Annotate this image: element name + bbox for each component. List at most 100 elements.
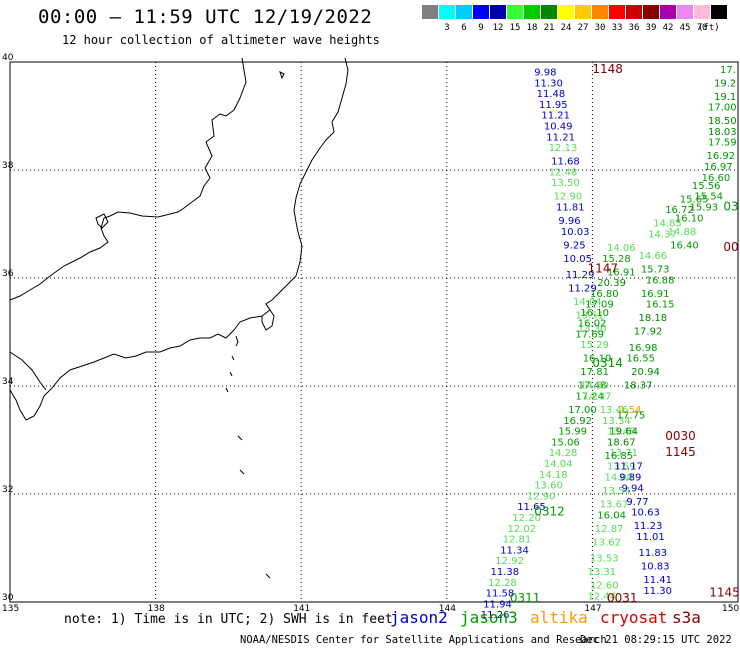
wave-height-value: 16.92 <box>563 416 592 427</box>
scale-swatch <box>507 5 523 19</box>
scale-swatch <box>422 5 438 19</box>
track-time-label: 1148 <box>592 62 623 76</box>
wave-height-value: 11.01 <box>636 532 665 543</box>
scale-swatch <box>643 5 659 19</box>
scale-label: 21 <box>543 23 555 33</box>
coastline <box>9 57 349 579</box>
wave-height-value: 11.68 <box>551 157 580 168</box>
coastline-boso-peninsula <box>261 303 275 331</box>
wave-height-value: 14.28 <box>549 448 578 459</box>
wave-height-value: 11.17 <box>614 462 643 473</box>
scale-label: 27 <box>577 23 589 33</box>
wave-height-value: 16.15 <box>646 300 675 311</box>
wave-height-value: 12.28 <box>488 578 517 589</box>
wave-height-value: 17.24 <box>575 392 604 403</box>
wave-height-value: 16.88 <box>646 275 675 286</box>
wave-height-value: 16.55 <box>626 354 655 365</box>
wave-height-value: 11.29 <box>566 270 595 281</box>
wave-height-value: 13.31 <box>588 567 617 578</box>
track-time-label: 0314 <box>592 356 623 370</box>
wave-height-labels: 9.9811.3011.4811.9511.2110.4911.2112.131… <box>481 62 740 621</box>
wave-height-value: 15.28 <box>602 254 631 265</box>
wave-height-value: 16.60 <box>702 173 731 184</box>
wave-height-value: 14.59 <box>580 381 609 392</box>
wave-height-value: 17.92 <box>634 327 663 338</box>
wave-height-value: 11.23 <box>634 521 663 532</box>
lat-tick-label: 34 <box>2 377 14 387</box>
scale-label: 6 <box>461 23 467 33</box>
scale-label: 39 <box>645 23 657 33</box>
wave-height-value: 1.54 <box>619 405 641 416</box>
scale-swatch <box>558 5 574 19</box>
wave-height-value: 13.59 <box>607 462 636 473</box>
lat-tick-label: 30 <box>2 593 14 603</box>
wave-height-value: 17.48 <box>578 381 607 392</box>
wave-height-value: 14.06 <box>607 243 636 254</box>
wave-height-value: 11.58 <box>486 589 515 600</box>
wave-height-value: 13.60 <box>534 481 563 492</box>
wave-height-value: 20.39 <box>597 278 626 289</box>
wave-height-value: 13.54 <box>602 486 631 497</box>
wave-height-value: 14.88 <box>668 227 697 238</box>
wave-height-value: 13.46 <box>600 405 629 416</box>
wave-height-value: 9.96 <box>558 216 580 227</box>
scale-label: 30 <box>594 23 606 33</box>
wave-height-value: 11.65 <box>517 502 546 513</box>
wave-height-value: 9.77 <box>626 497 648 508</box>
wave-height-value: 12.90 <box>527 491 556 502</box>
wave-height-value: 12.48 <box>549 167 578 178</box>
footer-credit: NOAA/NESDIS Center for Satellite Applica… <box>240 634 607 646</box>
wave-height-value: 15.73 <box>641 265 670 276</box>
wave-height-value: 12.92 <box>495 556 524 567</box>
wave-height-value: 16.98 <box>629 343 658 354</box>
wave-height-value: 9.89 <box>619 473 641 484</box>
coastline-izu-islands <box>225 335 271 579</box>
track-time-label: 00 <box>723 240 738 254</box>
wave-height-value: 16.85 <box>605 451 634 462</box>
scale-swatch <box>456 5 472 19</box>
wave-height-value: 10.03 <box>561 227 590 238</box>
wave-height-value: 11.26 <box>481 610 510 621</box>
wave-height-value: 19.64 <box>609 427 638 438</box>
wave-height-value: 17.09 <box>585 300 614 311</box>
scale-label: 24 <box>560 23 572 33</box>
wave-height-value: 11.83 <box>639 548 668 559</box>
wave-height-value: 11.21 <box>541 111 570 122</box>
wave-height-value: 13.51 <box>575 311 604 322</box>
lat-tick-label: 36 <box>2 269 14 279</box>
wave-height-value: 19.1 <box>714 92 736 103</box>
wave-height-value: 11.30 <box>534 78 563 89</box>
track-time-label: 03 <box>723 200 738 214</box>
page-subtitle: 12 hour collection of altimeter wave hei… <box>62 33 380 47</box>
wave-height-value: 15.29 <box>580 340 609 351</box>
scale-label: 9 <box>478 23 484 33</box>
wave-height-value: 16.10 <box>675 213 704 224</box>
wave-height-value: 11.41 <box>643 575 672 586</box>
wave-height-value: 12.44 <box>588 591 617 602</box>
wave-height-value: 16.10 <box>583 354 612 365</box>
track-time-label: 0031 <box>607 591 638 605</box>
wave-height-value: 16.80 <box>590 289 619 300</box>
wave-height-value: 17.69 <box>575 329 604 340</box>
wave-height-value: 10.49 <box>544 122 573 133</box>
scale-swatch <box>660 5 676 19</box>
map-frame <box>9 61 739 603</box>
wave-height-value: 13.62 <box>592 537 621 548</box>
wave-height-value: 15.93 <box>690 203 719 214</box>
wave-height-value: 18.67 <box>607 437 636 448</box>
wave-height-value: 9.25 <box>563 240 585 251</box>
legend-jason2: jason2 <box>390 608 448 627</box>
scale-label: 15 <box>509 23 521 33</box>
wave-height-value: 15.99 <box>558 427 587 438</box>
wave-height-value: 16.92 <box>707 151 736 162</box>
wave-height-value: 11.29 <box>568 284 597 295</box>
scale-swatch <box>694 5 710 19</box>
wave-height-value: 9.98 <box>534 68 556 79</box>
wave-height-value: 12.02 <box>508 524 537 535</box>
wave-height-value: 12.87 <box>595 524 624 535</box>
wave-height-value: 12.90 <box>554 192 583 203</box>
scale-swatch <box>711 5 727 19</box>
legend-cryosat: cryosat <box>600 608 668 627</box>
track-time-label: 1145 <box>665 445 696 459</box>
lon-tick-label: 135 <box>2 604 19 614</box>
